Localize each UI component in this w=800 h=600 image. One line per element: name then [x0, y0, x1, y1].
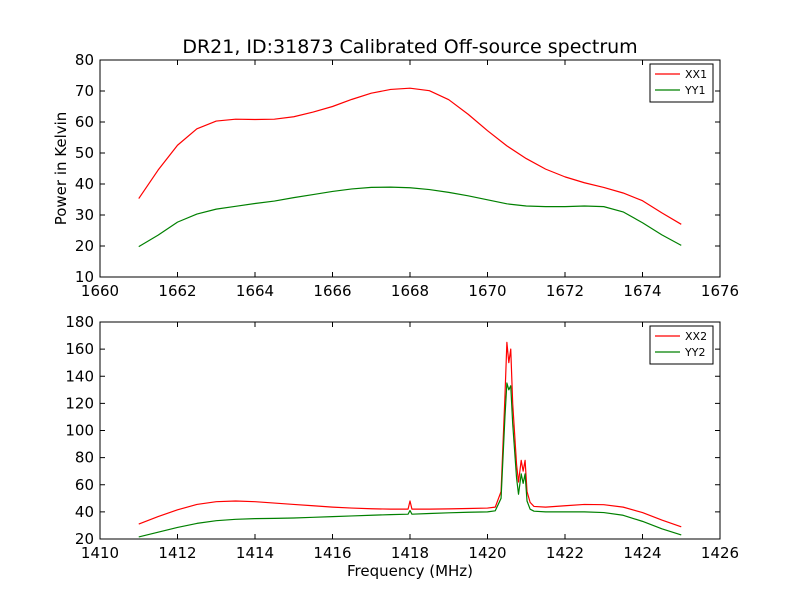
chart2-legend-label-yy2: YY2 — [684, 346, 705, 359]
chart2-series-yy2-line — [138, 382, 682, 538]
chart2-ytick-label: 140 — [65, 367, 94, 385]
chart2-ytick-label: 180 — [65, 313, 94, 331]
chart1-legend-box — [649, 63, 714, 103]
chart2-ytick-label: 120 — [65, 394, 94, 412]
chart2-xtick-label: 1422 — [546, 544, 584, 562]
chart1-xtick-label: 1664 — [236, 282, 274, 300]
chart2-xtick-label: 1418 — [391, 544, 429, 562]
chart2-xtick-label: 1426 — [701, 544, 739, 562]
chart1-frame — [99, 59, 721, 278]
chart2-xtick-label: 1410 — [81, 544, 119, 562]
chart2-ytick-label: 100 — [65, 422, 94, 440]
chart1-ytick-label: 20 — [75, 237, 94, 255]
chart2-xtick-label: 1424 — [623, 544, 661, 562]
chart2-xtick-label: 1412 — [158, 544, 196, 562]
chart2-legend-label-xx2: XX2 — [685, 330, 707, 343]
chart2-ytick-label: 80 — [75, 449, 94, 467]
chart1-xtick-label: 1662 — [158, 282, 196, 300]
chart2-ytick-label: 40 — [75, 503, 94, 521]
chart1-xtick-label: 1674 — [623, 282, 661, 300]
chart1-xtick-label: 1660 — [81, 282, 119, 300]
chart1-xtick-label: 1676 — [701, 282, 739, 300]
chart2-xtick-label: 1414 — [236, 544, 274, 562]
chart1-ytick-label: 10 — [75, 268, 94, 286]
chart1-ylabel: Power in Kelvin — [52, 112, 70, 226]
chart2-xtick-label: 1416 — [313, 544, 351, 562]
chart1-ytick-label: 30 — [75, 206, 94, 224]
chart2-ytick-label: 60 — [75, 476, 94, 494]
chart1-ytick-label: 40 — [75, 175, 94, 193]
chart2-ytick-label: 20 — [75, 530, 94, 548]
chart1-xtick-label: 1672 — [546, 282, 584, 300]
chart1-series-xx1-line — [138, 87, 682, 225]
chart2-ytick-label: 160 — [65, 340, 94, 358]
chart2-xlabel: Frequency (MHz) — [347, 562, 473, 580]
chart1-xtick-label: 1666 — [313, 282, 351, 300]
chart2-series-xx2-line — [138, 341, 682, 528]
chart1-xtick-label: 1668 — [391, 282, 429, 300]
chart1-ytick-label: 60 — [75, 113, 94, 131]
chart2-xtick-label: 1420 — [468, 544, 506, 562]
chart1-series-yy1-line — [138, 186, 682, 248]
chart1-ytick-label: 50 — [75, 144, 94, 162]
chart1-legend-label-yy1: YY1 — [684, 84, 705, 97]
chart2-legend-box — [649, 325, 714, 365]
chart1-xtick-label: 1670 — [468, 282, 506, 300]
chart1-legend-label-xx1: XX1 — [685, 68, 707, 81]
chart-title: DR21, ID:31873 Calibrated Off-source spe… — [182, 36, 637, 58]
chart1-ytick-label: 70 — [75, 82, 94, 100]
chart2-frame — [99, 321, 721, 540]
chart1-ytick-label: 80 — [75, 51, 94, 69]
